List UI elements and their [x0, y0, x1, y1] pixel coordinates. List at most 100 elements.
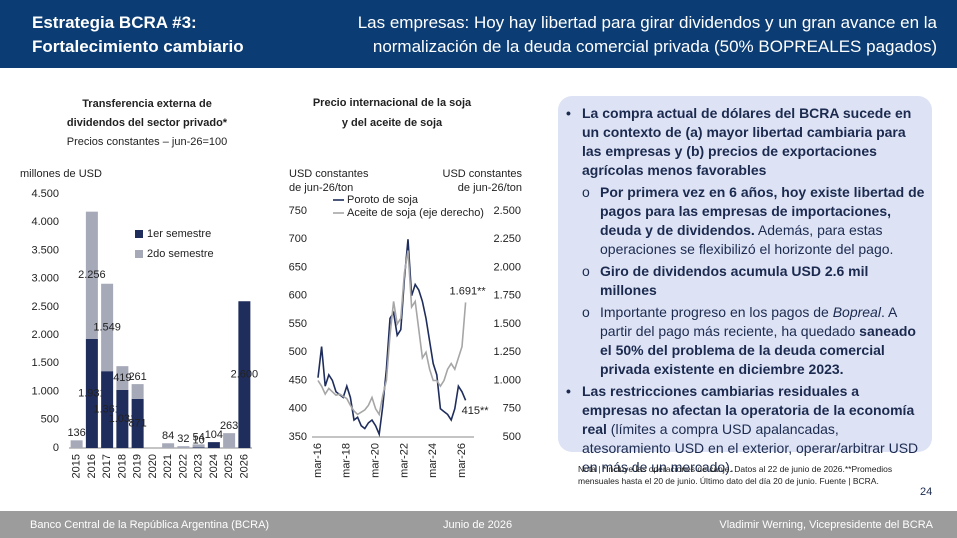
- page-number: 24: [920, 486, 933, 498]
- value-label: 2.256: [78, 269, 106, 281]
- y2-axis-label: de jun-26/ton: [458, 182, 522, 194]
- y2-tick-label: 1.500: [493, 318, 521, 330]
- y2-tick-label: 750: [503, 403, 521, 415]
- y2-tick-label: 2.250: [493, 233, 521, 245]
- bar-segment: [116, 389, 129, 448]
- footer-center: Junio de 2026: [443, 519, 513, 531]
- x-tick-label: 2017: [101, 454, 113, 478]
- bar-segment: [70, 440, 83, 448]
- x-tick-label: 2019: [132, 454, 144, 478]
- bar-segment: [192, 444, 205, 448]
- value-label: 1.031: [109, 413, 137, 425]
- bar-segment: [116, 366, 129, 390]
- chart-title: y del aceite de soja: [342, 117, 443, 129]
- header: Estrategia BCRA #3: Fortalecimiento camb…: [0, 0, 957, 68]
- value-label: 415**: [462, 405, 490, 417]
- bar-segment: [238, 301, 251, 448]
- x-tick-label: mar-22: [398, 443, 410, 478]
- header-title: Estrategia BCRA #3:: [32, 13, 197, 32]
- legend-swatch: [135, 230, 143, 238]
- value-label: 54: [193, 431, 205, 443]
- legend-label: Poroto de soja: [347, 194, 419, 206]
- note: Nota | *Incluye las operaciones de canje…: [578, 464, 893, 486]
- headline: normalización de la deuda comercial priv…: [372, 37, 937, 56]
- value-label: 1.931: [78, 387, 106, 399]
- bar-segment: [162, 443, 175, 448]
- bar-segment: [101, 283, 114, 372]
- bullet-text: Importante progreso en los pagos de: [600, 304, 833, 320]
- value-label: 1.549: [93, 321, 121, 333]
- value-label: 419: [113, 372, 131, 384]
- y2-axis-label: USD constantes: [443, 168, 523, 180]
- y-axis-label: millones de USD: [20, 168, 102, 180]
- y-tick-label: 0: [53, 442, 59, 454]
- value-label: 2.600: [231, 369, 259, 381]
- chart-subtitle: Precios constantes – jun-26=100: [67, 136, 228, 148]
- bullet: Por primera vez en 6 años, hoy existe li…: [558, 183, 926, 259]
- y-axis-label: de jun-26/ton: [289, 182, 353, 194]
- bar-segment: [131, 398, 144, 448]
- y-tick-label: 3.000: [31, 273, 59, 285]
- y2-tick-label: 2.000: [493, 261, 521, 273]
- bullet-text: saneado el 50% del problema de la deuda …: [600, 323, 916, 377]
- bar-segment: [85, 211, 98, 340]
- x-tick-label: mar-26: [456, 443, 468, 478]
- value-label: 871: [128, 417, 146, 429]
- y-tick-label: 3.500: [31, 244, 59, 256]
- bullet-text: Por primera vez en 6 años, hoy existe li…: [600, 184, 925, 238]
- value-label: 1.361: [93, 403, 121, 415]
- line: [317, 250, 467, 417]
- value-label: 84: [162, 430, 174, 442]
- y-tick-label: 2.000: [31, 329, 59, 341]
- legend-swatch: [135, 250, 143, 258]
- legend-label: 1er semestre: [147, 228, 211, 240]
- bullet-text: . A partir del pago más reciente, ha que…: [600, 304, 897, 339]
- bullet-text: La compra actual de dólares del BCRA suc…: [582, 105, 912, 178]
- y-tick-label: 500: [289, 346, 307, 358]
- y-tick-label: 550: [289, 318, 307, 330]
- x-tick-label: mar-20: [370, 443, 382, 478]
- value-label: 136: [67, 427, 85, 439]
- x-tick-label: 2016: [86, 454, 98, 478]
- bullet-text: Bopreal: [832, 304, 881, 320]
- y-tick-label: 4.500: [31, 188, 59, 200]
- bar-segment: [131, 384, 144, 399]
- y-tick-label: 450: [289, 374, 307, 386]
- x-tick-label: 2025: [223, 454, 235, 478]
- x-tick-label: mar-16: [312, 443, 324, 478]
- charts: Transferencia externa de dividendos del s…: [20, 97, 523, 479]
- bullet: Giro de dividendos acumula USD 2.6 mil m…: [558, 262, 926, 300]
- bar-segment: [223, 433, 236, 448]
- y2-tick-label: 1.250: [493, 346, 521, 358]
- footer-right: Vladimir Werning, Vicepresidente del BCR…: [719, 519, 933, 531]
- header-title: Fortalecimiento cambiario: [32, 37, 244, 56]
- x-tick-label: 2023: [193, 454, 205, 478]
- value-label: 32: [177, 433, 189, 445]
- footer-left: Banco Central de la República Argentina …: [30, 519, 270, 531]
- y2-tick-label: 1.750: [493, 290, 521, 302]
- y2-tick-label: 500: [503, 431, 521, 443]
- y-tick-label: 600: [289, 290, 307, 302]
- bullet: Las restricciones cambiarias residuales …: [558, 382, 926, 477]
- x-tick-label: 2018: [116, 454, 128, 478]
- y-tick-label: 4.000: [31, 216, 59, 228]
- bullet-text: Además, para estas operaciones se flexib…: [600, 222, 894, 257]
- bar-segment: [101, 371, 114, 448]
- y-tick-label: 700: [289, 233, 307, 245]
- y-tick-label: 650: [289, 261, 307, 273]
- legend-label: Aceite de soja (eje derecho): [347, 207, 484, 219]
- y-tick-label: 400: [289, 403, 307, 415]
- legend-label: 2do semestre: [147, 248, 214, 260]
- y-tick-label: 1.500: [31, 357, 59, 369]
- line: [317, 239, 467, 438]
- bar-segment: [207, 442, 220, 448]
- x-tick-label: 2021: [162, 454, 174, 478]
- headline: Las empresas: Hoy hay libertad para gira…: [357, 13, 937, 32]
- value-label: 261: [128, 371, 146, 383]
- bullet: La compra actual de dólares del BCRA suc…: [558, 104, 926, 180]
- y-tick-label: 750: [289, 205, 307, 217]
- y2-tick-label: 2.500: [493, 205, 521, 217]
- chart-title: Transferencia externa de: [82, 98, 212, 110]
- y-tick-label: 1.000: [31, 385, 59, 397]
